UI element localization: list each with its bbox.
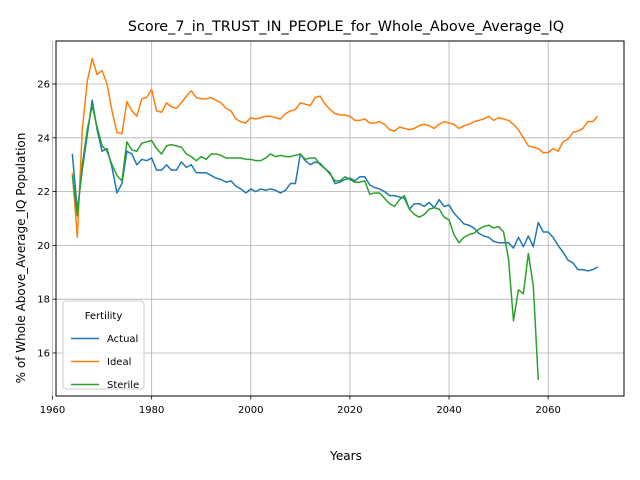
- y-tick-label: 22: [37, 187, 50, 198]
- series-line-sterile: [71, 104, 539, 380]
- x-tick-label: 1980: [139, 405, 164, 416]
- plot-frame: [55, 40, 625, 397]
- y-tick-label: 20: [37, 241, 50, 252]
- chart-title: Score_7_in_TRUST_IN_PEOPLE_for_Whole_Abo…: [128, 19, 564, 35]
- grid: [52, 41, 624, 396]
- legend-label-ideal: Ideal: [107, 357, 131, 368]
- x-tick-label: 2040: [436, 405, 461, 416]
- legend-box: [62, 300, 145, 390]
- y-axis: 16 18 20 22 24 26: [37, 80, 56, 359]
- series-lines: [71, 57, 599, 380]
- x-axis-label: Years: [329, 449, 362, 463]
- legend-title: Fertility: [85, 311, 123, 322]
- legend-label-sterile: Sterile: [107, 380, 139, 391]
- x-tick-label: 2000: [238, 405, 263, 416]
- legend: Fertility Actual Ideal Sterile: [62, 300, 145, 391]
- x-tick-label: 1960: [40, 405, 65, 416]
- x-tick-label: 2060: [535, 405, 560, 416]
- x-axis: 1960 1980 2000 2020 2040 2060: [40, 396, 561, 416]
- y-tick-label: 18: [37, 295, 50, 306]
- x-tick-label: 2020: [337, 405, 362, 416]
- legend-label-actual: Actual: [107, 334, 138, 345]
- series-line-ideal: [71, 57, 599, 239]
- y-axis-label: % of Whole Above_Average_IQ Population: [14, 133, 28, 384]
- series-line-actual: [71, 99, 599, 272]
- y-tick-label: 24: [37, 133, 50, 144]
- y-tick-label: 16: [37, 348, 50, 359]
- y-tick-label: 26: [37, 80, 50, 91]
